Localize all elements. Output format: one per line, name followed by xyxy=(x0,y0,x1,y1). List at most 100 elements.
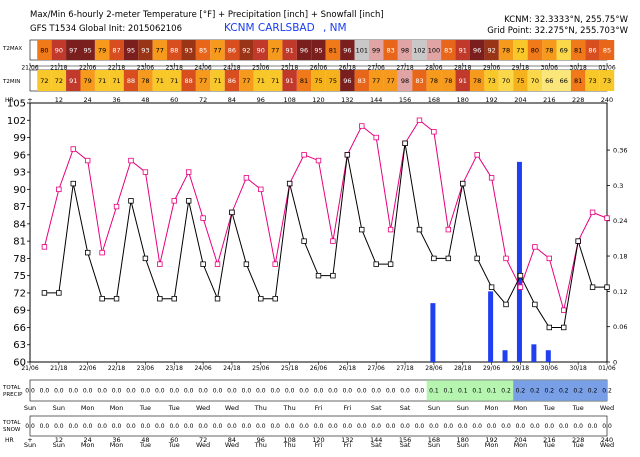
x-date-label: 28/06 xyxy=(425,365,442,372)
total-precip-value: 0.1 xyxy=(458,388,468,395)
day-upper-label: Tue xyxy=(572,404,584,412)
top-date-label: 26/06 xyxy=(310,65,327,72)
t2max-cell-value: 80 xyxy=(531,46,539,54)
t2max-cell xyxy=(599,40,615,60)
total-precip-late-highlight xyxy=(513,380,607,401)
total-snow-value: 0.0 xyxy=(429,423,439,430)
t2max-cell xyxy=(181,40,196,60)
top-hour-label: 72 xyxy=(199,96,207,104)
t2min-cell-value: 73 xyxy=(487,77,495,85)
bottom-hour-label: 120 xyxy=(312,436,324,444)
t2min-cell-value: 77 xyxy=(386,77,394,85)
total-snow-value: 0.0 xyxy=(69,423,79,430)
top-hour-label: 180 xyxy=(457,96,469,104)
x-date-label: 28/18 xyxy=(454,365,471,372)
day-lower-label: Tue xyxy=(168,441,180,449)
top-hour-label: 12 xyxy=(55,96,63,104)
t2max-cell xyxy=(123,40,139,60)
t2min-marker xyxy=(546,324,552,331)
t2max-marker xyxy=(243,175,250,181)
x-date-label: 26/06 xyxy=(310,365,327,372)
top-date-label: 26/18 xyxy=(339,65,356,72)
t2max-marker xyxy=(373,134,379,141)
total-snow-value: 0.0 xyxy=(328,423,338,430)
t2max-marker xyxy=(474,152,480,158)
bottom-hour-axis: +12 24 36 48 60 72 84 96 108 120 132 144 156 168 180 19… xyxy=(27,436,613,444)
t2max-marker xyxy=(431,129,437,135)
t2max-cell-value: 88 xyxy=(170,46,178,54)
t2min-cell xyxy=(513,70,528,91)
t2min-cell-value: 71 xyxy=(112,77,120,85)
t2min-cell-value: 78 xyxy=(444,77,452,85)
t2max-strip: 80 90 97 95 79 87 95 93 77 88 93 85 77 86 92 90 77 91 96 95… xyxy=(29,39,615,61)
t2max-marker xyxy=(41,244,48,250)
chart-title: Max/Min 6-hourly 2-meter Temperature [°F… xyxy=(30,10,384,20)
t2max-cell-value: 101 xyxy=(356,46,368,54)
total-precip-label-1: TOTAL xyxy=(2,385,21,391)
total-snow-value: 0.0 xyxy=(213,423,223,430)
t2max-marker xyxy=(517,284,524,290)
top-hour-label: 192 xyxy=(485,96,497,104)
total-precip-value: 0.1 xyxy=(444,388,454,395)
t2max-cell xyxy=(513,40,528,60)
t2max-cell-value: 80 xyxy=(40,46,48,54)
t2min-cell-value: 91 xyxy=(286,77,294,85)
t2min-cell-value: 77 xyxy=(372,77,380,85)
total-precip-value: 0.0 xyxy=(97,388,107,395)
total-precip-value: 0.2 xyxy=(545,388,555,395)
t2max-marker xyxy=(315,157,322,164)
x-date-label: 29/18 xyxy=(512,365,529,372)
bottom-hour-label: + xyxy=(27,436,32,444)
t2min-marker xyxy=(575,238,581,244)
total-precip-value: 0.0 xyxy=(184,388,194,395)
y-right-tick-label: 0.3 xyxy=(613,182,623,190)
t2max-cell xyxy=(268,40,283,60)
t2max-cell-value: 96 xyxy=(343,46,351,54)
t2max-cell-value: 99 xyxy=(372,46,380,54)
t2max-cell xyxy=(325,40,341,60)
bottom-hour-label: 36 xyxy=(112,436,120,444)
t2max-marker xyxy=(56,186,62,193)
t2max-marker xyxy=(330,238,336,244)
top-hour-axis: +12 24 36 48 60 72 84 96 108 120 132 144 156 168 180 19… xyxy=(27,96,613,104)
day-upper-label: Mon xyxy=(81,404,95,412)
bottom-hour-label: 168 xyxy=(428,436,440,444)
t2max-cell xyxy=(354,40,369,60)
t2min-cell xyxy=(455,70,470,91)
t2max-cell-value: 78 xyxy=(545,46,553,54)
top-date-label: 27/06 xyxy=(368,65,385,72)
total-precip-value: 0.0 xyxy=(155,388,165,395)
bottom-hour-label: 72 xyxy=(199,436,207,444)
x-date-label: 21/06 xyxy=(21,365,38,372)
t2min-marker xyxy=(359,226,365,233)
t2min-marker xyxy=(604,284,610,290)
total-precip-value: 0.0 xyxy=(141,388,151,395)
t2min-cell xyxy=(109,70,124,91)
t2max-cell-value: 98 xyxy=(401,46,409,54)
top-hour-label: 204 xyxy=(514,96,526,104)
total-precip-row: 0.0 0.0 0.0 0.0 0.0 0.0 0.0 0.0 0.0 0.0 0.0 0.0 0.0 0… xyxy=(25,379,612,402)
y-right-tick-label: 0.06 xyxy=(613,323,627,331)
t2min-cell-value: 75 xyxy=(516,77,524,85)
t2max-marker xyxy=(70,146,76,152)
t2min-marker xyxy=(258,295,264,302)
t2max-cell-value: 95 xyxy=(314,46,322,54)
total-precip-value: 0.0 xyxy=(242,388,252,395)
t2min-cell-value: 71 xyxy=(156,77,164,85)
t2min-cell xyxy=(498,70,514,91)
t2max-cell-value: 79 xyxy=(98,46,106,54)
day-lower-label: Sat xyxy=(400,441,411,449)
t2min-marker xyxy=(171,295,177,302)
t2min-line xyxy=(44,143,607,328)
total-precip-value: 0.0 xyxy=(256,388,266,395)
t2max-cell-value: 83 xyxy=(444,46,452,54)
t2max-cell-value: 85 xyxy=(199,46,207,54)
t2min-marker xyxy=(373,261,379,267)
t2max-marker xyxy=(272,261,278,267)
top-hour-label: 108 xyxy=(283,96,295,104)
t2max-cell xyxy=(224,40,240,60)
t2min-cell-value: 72 xyxy=(40,77,48,85)
t2max-cell xyxy=(412,40,427,60)
t2min-marker xyxy=(229,209,235,216)
t2min-cell-value: 78 xyxy=(430,77,438,85)
